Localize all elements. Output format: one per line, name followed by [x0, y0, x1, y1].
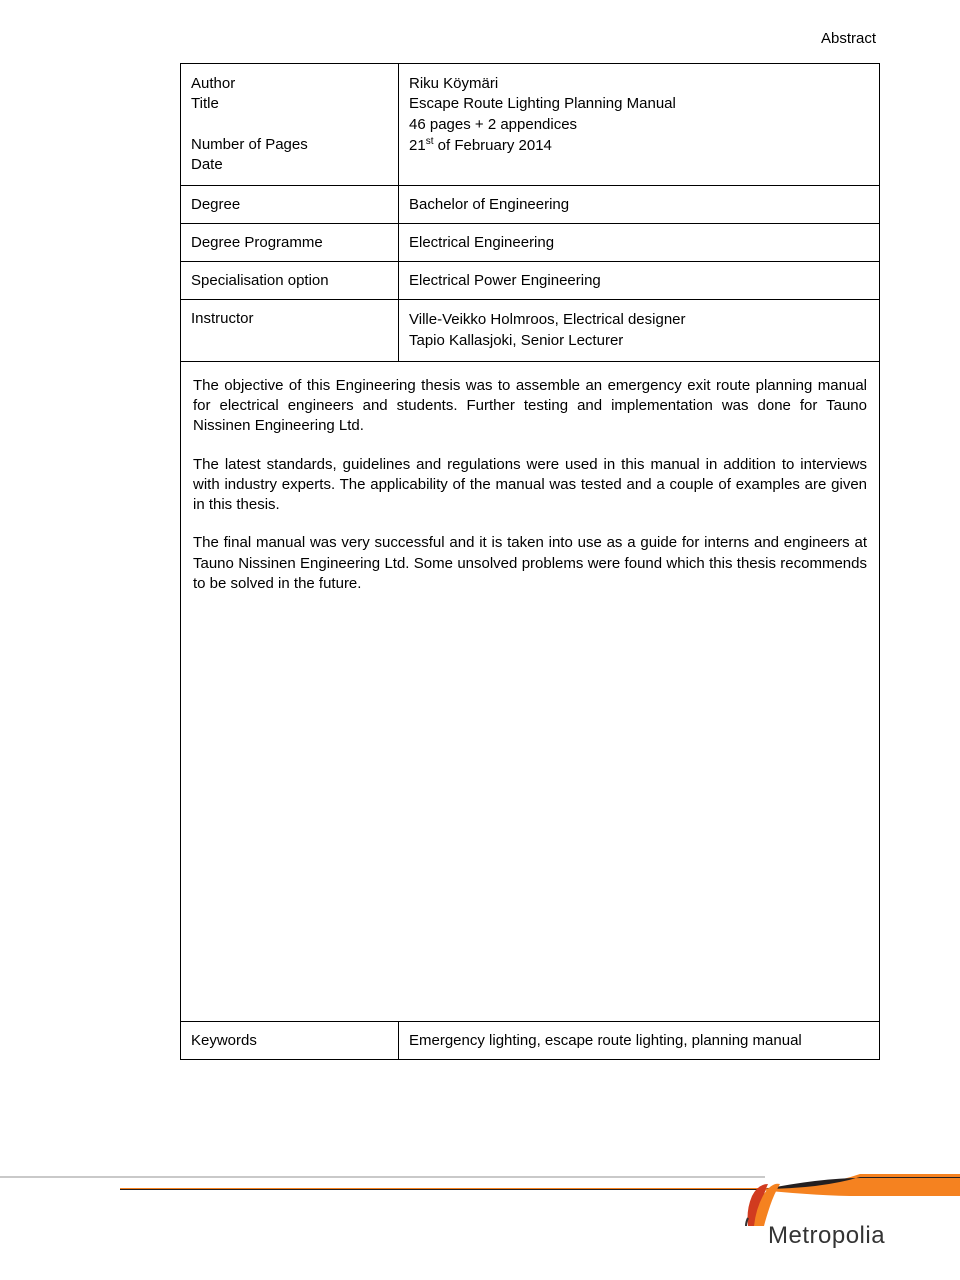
- row-specialisation: Specialisation option Electrical Power E…: [181, 262, 880, 300]
- body-p3: The final manual was very successful and…: [193, 533, 867, 594]
- logo-text: Metropolia: [768, 1222, 885, 1250]
- row-body: The objective of this Engineering thesis…: [181, 361, 880, 1021]
- row-instructor: Instructor Ville-Veikko Holmroos, Electr…: [181, 300, 880, 362]
- degree-label: Degree: [181, 186, 399, 224]
- abstract-body: The objective of this Engineering thesis…: [181, 361, 880, 1021]
- specialisation-label: Specialisation option: [181, 262, 399, 300]
- author-values: Riku KöymäriEscape Route Lighting Planni…: [399, 64, 880, 186]
- instructor-value: Ville-Veikko Holmroos, Electrical design…: [399, 300, 880, 362]
- author-labels: AuthorTitleNumber of PagesDate: [181, 64, 399, 186]
- footer: Metropolia: [0, 1160, 960, 1280]
- row-degree: Degree Bachelor of Engineering: [181, 186, 880, 224]
- row-author: AuthorTitleNumber of PagesDate Riku Köym…: [181, 64, 880, 186]
- degree-value: Bachelor of Engineering: [399, 186, 880, 224]
- keywords-value: Emergency lighting, escape route lightin…: [399, 1021, 880, 1059]
- specialisation-value: Electrical Power Engineering: [399, 262, 880, 300]
- programme-value: Electrical Engineering: [399, 224, 880, 262]
- body-p2: The latest standards, guidelines and reg…: [193, 455, 867, 516]
- row-programme: Degree Programme Electrical Engineering: [181, 224, 880, 262]
- body-p1: The objective of this Engineering thesis…: [193, 376, 867, 437]
- abstract-table: AuthorTitleNumber of PagesDate Riku Köym…: [180, 63, 880, 1060]
- instructor-label: Instructor: [181, 300, 399, 362]
- keywords-label: Keywords: [181, 1021, 399, 1059]
- page: Abstract AuthorTitleNumber of PagesDate …: [0, 0, 960, 1060]
- row-keywords: Keywords Emergency lighting, escape rout…: [181, 1021, 880, 1059]
- header-abstract-label: Abstract: [180, 30, 880, 47]
- metropolia-logo: Metropolia: [742, 1182, 912, 1262]
- programme-label: Degree Programme: [181, 224, 399, 262]
